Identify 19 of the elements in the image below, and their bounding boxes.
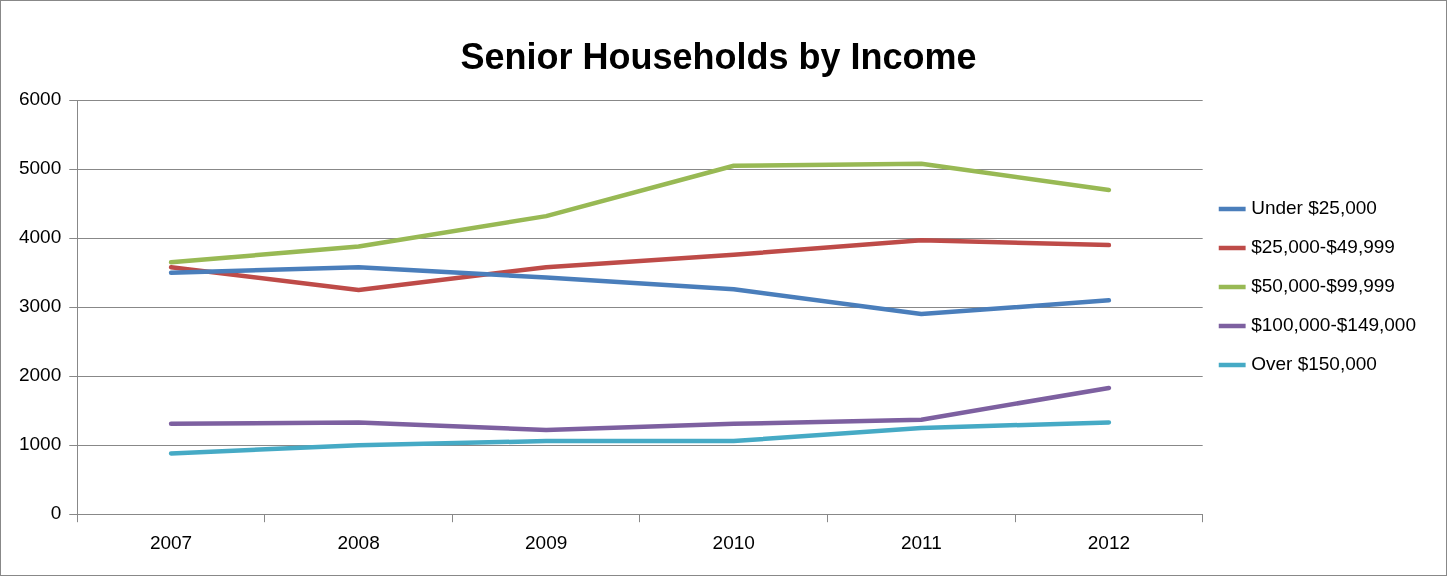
y-tick-label: 4000	[18, 226, 62, 248]
chart-title: Senior Households by Income	[460, 35, 977, 77]
y-tick-label: 2000	[18, 364, 62, 386]
x-tick-label: 2008	[337, 531, 380, 553]
legend-label: Under $25,000	[1251, 197, 1377, 219]
legend-label: Over $150,000	[1251, 353, 1377, 375]
y-tick-label: 5000	[18, 157, 62, 179]
y-tick-label: 0	[50, 502, 62, 524]
x-tick-label: 2010	[712, 531, 755, 553]
x-tick-label: 2011	[900, 531, 942, 553]
y-tick-label: 6000	[18, 88, 62, 110]
legend-label: $100,000-$149,000	[1251, 314, 1417, 336]
x-tick-label: 2009	[525, 531, 568, 553]
legend-label: $25,000-$49,999	[1251, 236, 1395, 258]
x-tick-label: 2007	[149, 531, 193, 553]
y-tick-label: 1000	[18, 433, 62, 455]
x-tick-label: 2012	[1087, 531, 1131, 553]
legend-label: $50,000-$99,999	[1251, 275, 1395, 297]
y-tick-label: 3000	[18, 295, 62, 317]
